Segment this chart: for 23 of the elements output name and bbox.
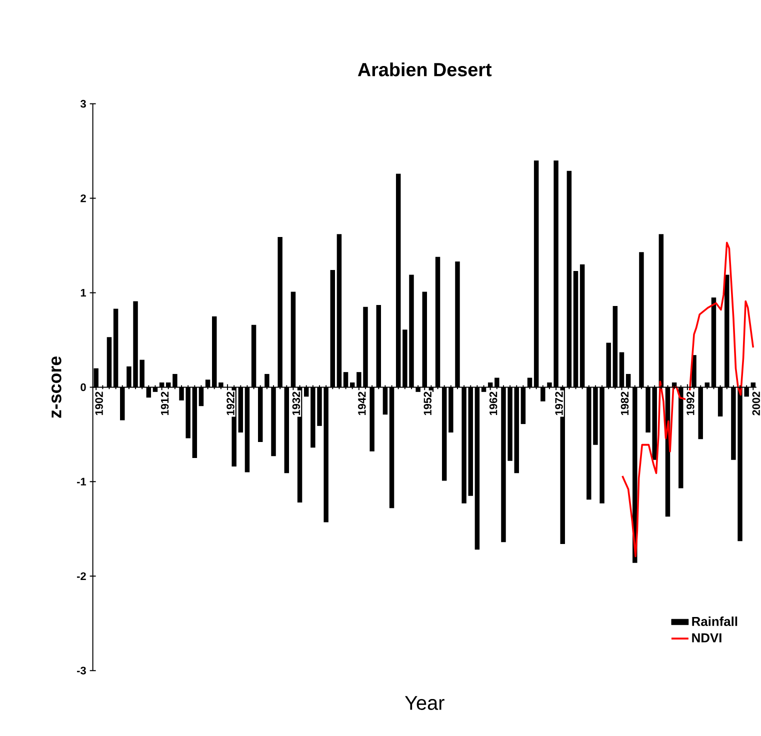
x-tick-label: 2002 [752, 392, 760, 416]
x-tick-label: 1942 [358, 392, 366, 415]
y-tick-label: 1 [80, 288, 86, 296]
y-tick-label: -1 [77, 478, 86, 486]
chart-title: Arabien Desert [358, 62, 492, 76]
x-tick-label: 1952 [424, 392, 432, 415]
x-axis-title: Year [404, 696, 444, 710]
x-tick-label: 1982 [620, 392, 629, 415]
x-tick-label: 1932 [292, 392, 300, 415]
x-tick-label: 1912 [160, 392, 169, 415]
y-tick-label: 0 [80, 383, 86, 391]
x-tick-label: 1922 [226, 392, 234, 415]
y-tick-label: -2 [77, 572, 86, 580]
y-axis-title: z-score [52, 356, 62, 418]
x-tick-label: 1992 [686, 392, 694, 415]
x-tick-label: 1902 [95, 392, 103, 415]
y-tick-label: -3 [77, 666, 86, 674]
y-tick-label: 3 [80, 100, 86, 108]
legend-label: Rainfall [692, 616, 738, 626]
x-tick-label: 1962 [489, 392, 498, 415]
legend-label: NDVI [692, 633, 722, 642]
x-tick-label: 1972 [555, 392, 563, 415]
y-tick-label: 2 [80, 194, 86, 202]
